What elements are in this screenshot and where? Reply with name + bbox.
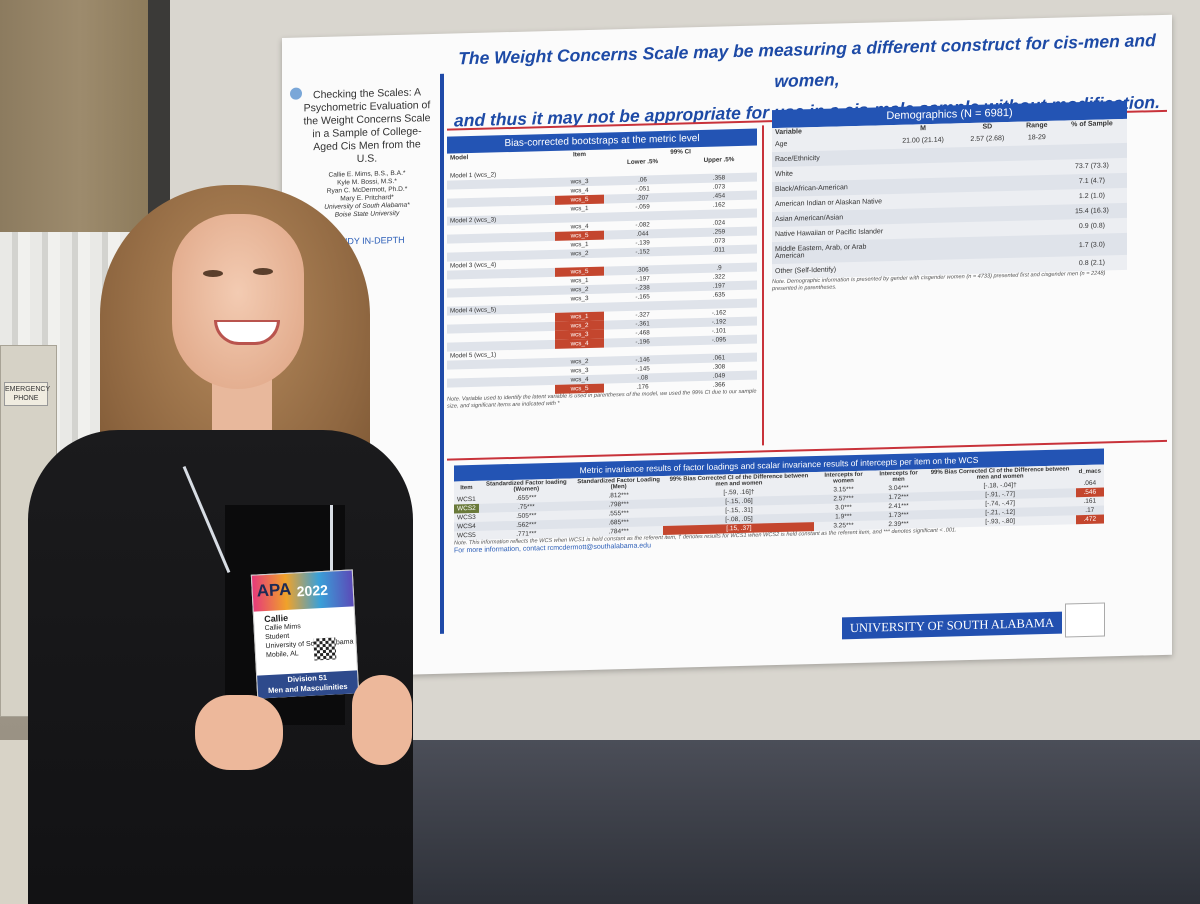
left-hand <box>195 695 283 770</box>
right-eye <box>253 268 273 275</box>
qr-code-icon <box>313 637 337 661</box>
invariance-section: Metric invariance results of factor load… <box>454 448 1104 554</box>
bootstrap-table: Model Item 99% CI Lower .5% Upper .5% Mod… <box>447 146 757 397</box>
poster-authors: Callie E. Mims, B.S., B.A.* Kyle M. Boss… <box>324 169 410 219</box>
poster-title: Checking the Scales: A Psychometric Eval… <box>303 86 431 166</box>
demographics-section: Demographics (N = 6981) Variable M SD Ra… <box>772 100 1127 293</box>
university-seal-icon <box>1065 602 1105 638</box>
right-hand <box>352 675 412 765</box>
left-eye <box>203 270 223 277</box>
logo-icon <box>290 87 302 100</box>
badge-name-block: Callie Callie Mims Student University of… <box>263 612 354 660</box>
badge-year: 2022 <box>296 581 329 600</box>
emergency-phone-label: EMERGENCY PHONE <box>4 382 50 406</box>
research-poster: Checking the Scales: A Psychometric Eval… <box>282 14 1172 679</box>
conference-badge: APA 2022 Callie Callie Mims Student Univ… <box>250 569 360 699</box>
wood-panel <box>0 0 160 240</box>
bootstrap-section: Bias-corrected bootstraps at the metric … <box>447 128 757 411</box>
badge-apa: APA <box>256 579 292 601</box>
red-vertical <box>762 125 764 446</box>
lanyard-right <box>330 505 333 580</box>
demographics-table: Variable M SD Range % of Sample Age 21.00… <box>772 118 1127 280</box>
university-footer: UNIVERSITY OF SOUTH ALABAMA <box>842 611 1062 640</box>
person-face <box>172 214 304 389</box>
